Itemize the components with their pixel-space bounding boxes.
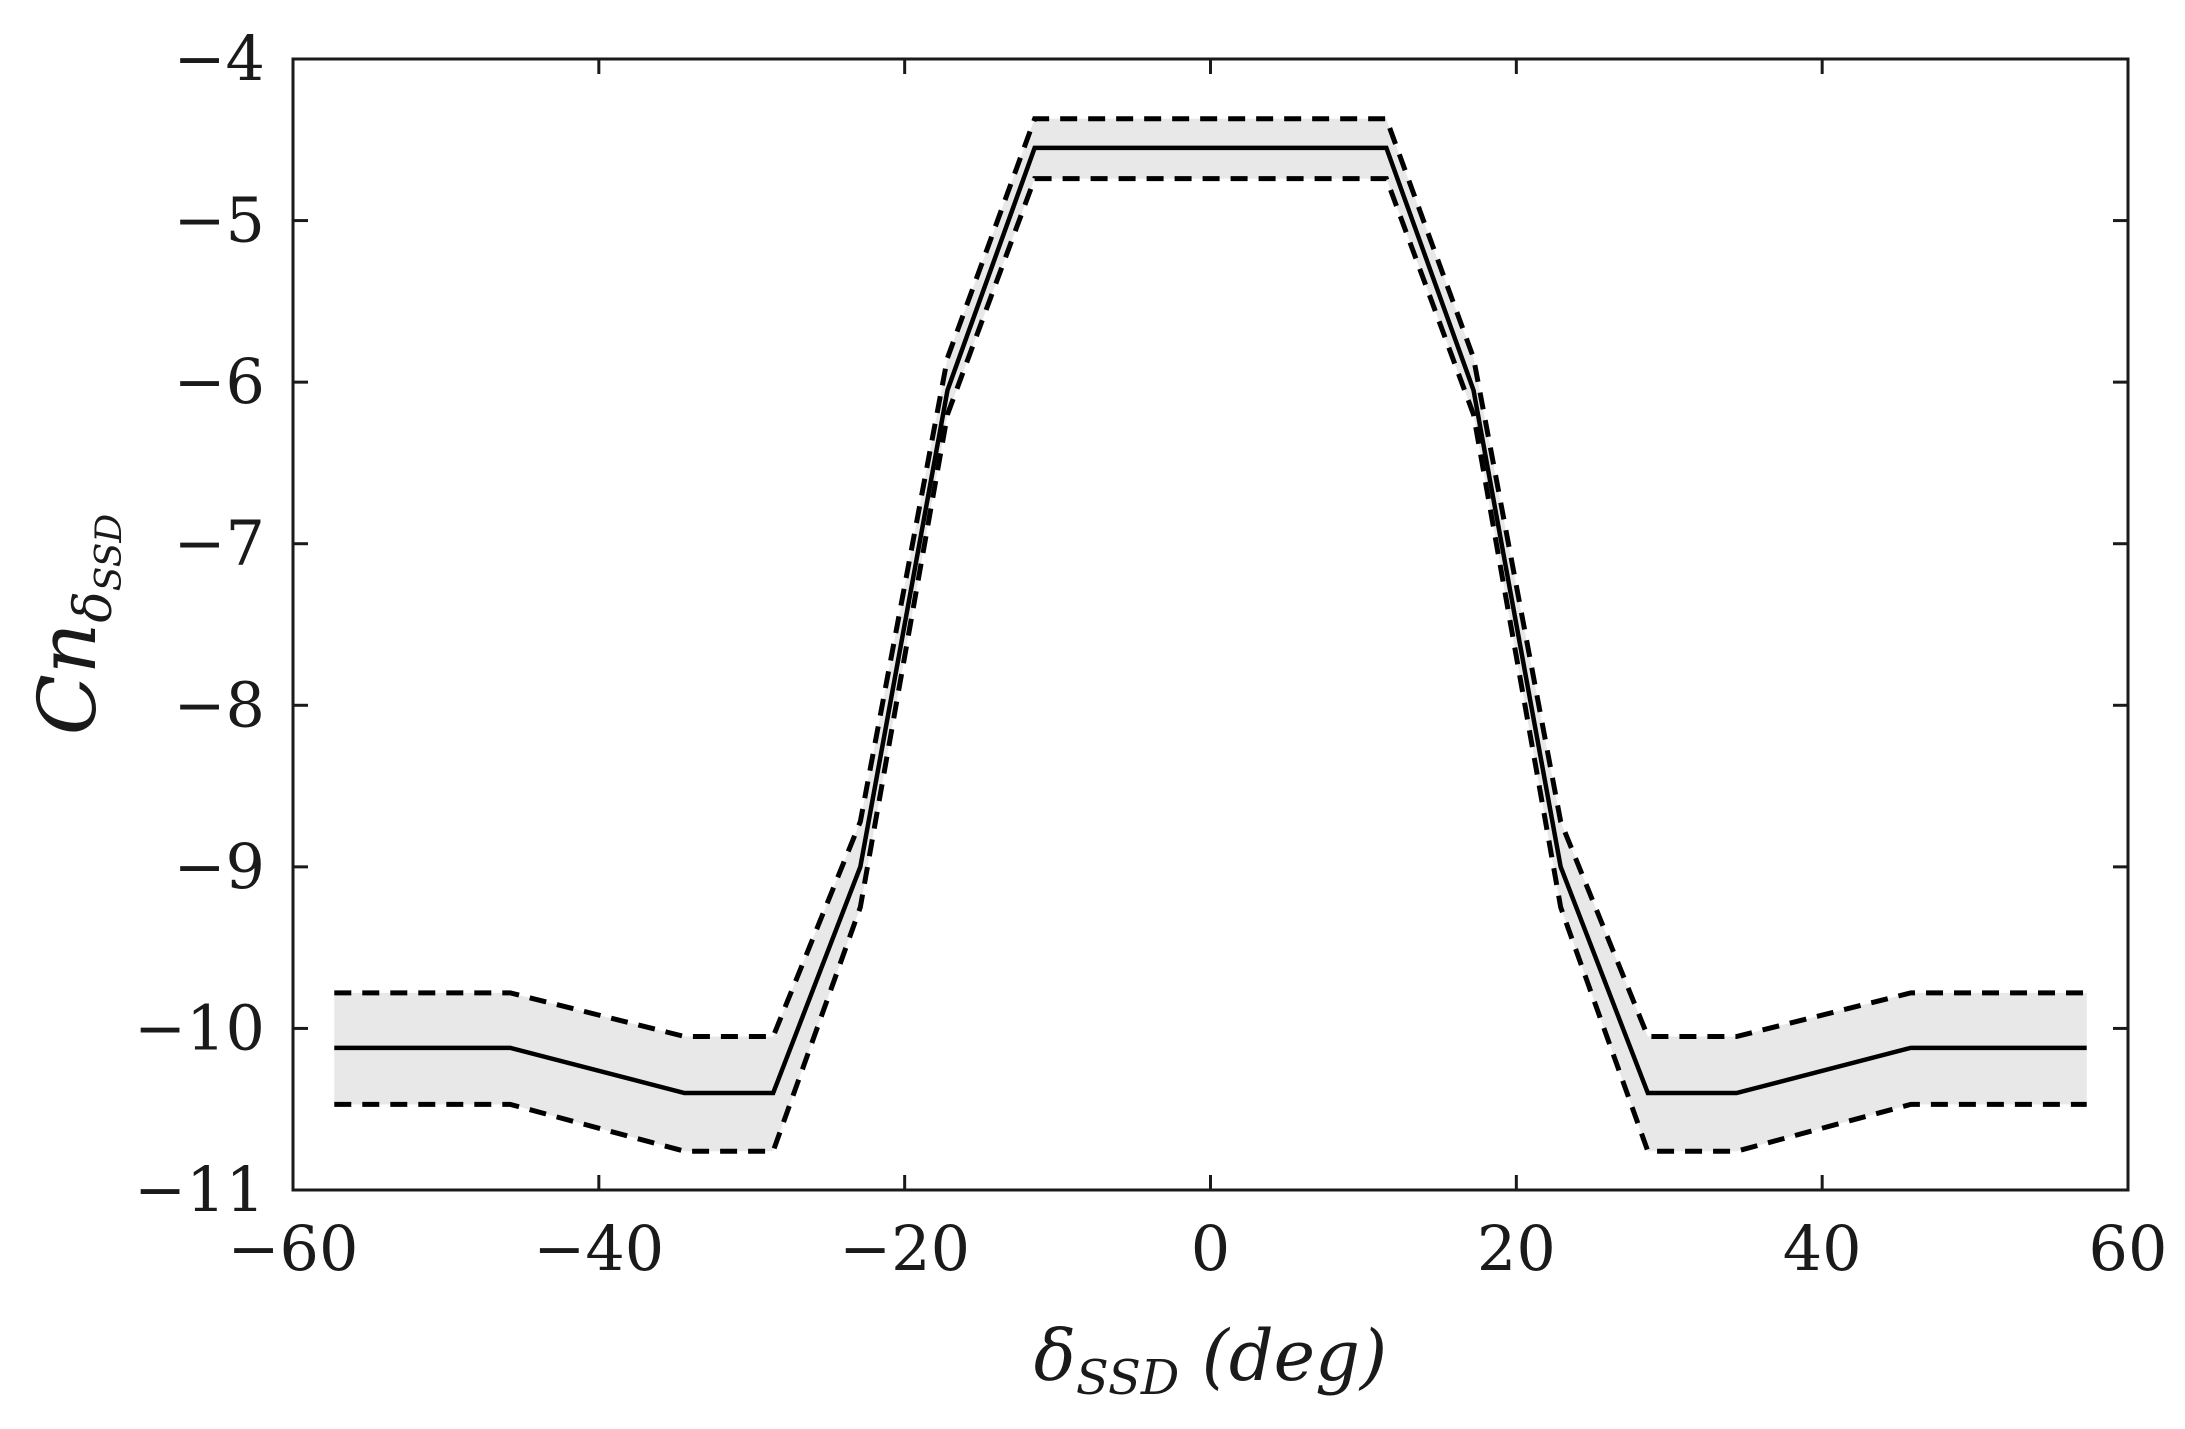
confidence-band-layer <box>334 118 2087 1152</box>
y-axis-label: CnδSSD <box>21 514 130 736</box>
x-tick-label: 60 <box>2089 1212 2168 1285</box>
y-tick-label: −8 <box>174 668 265 741</box>
series-line-upper-bound <box>334 116 2087 1040</box>
x-axis-label-main: δ <box>1034 1315 1076 1397</box>
x-tick-label: 40 <box>1783 1212 1862 1285</box>
x-tick-label: 0 <box>1191 1212 1230 1285</box>
x-tick-label: 20 <box>1477 1212 1556 1285</box>
y-tick-label: −9 <box>174 830 265 903</box>
y-tick-label: −4 <box>174 22 265 95</box>
confidence-band <box>334 118 2087 1152</box>
x-tick-label: −20 <box>839 1212 970 1285</box>
x-tick-label: −40 <box>533 1212 664 1285</box>
y-tick-label: −5 <box>174 184 265 257</box>
x-axis-label-rest: (deg) <box>1179 1315 1387 1397</box>
y-tick-label: −11 <box>134 1153 265 1226</box>
y-axis-label-main: Cn <box>21 623 114 736</box>
x-axis-label: δSSD (deg) <box>1034 1315 1387 1406</box>
tick-layer: −60 −40 −20 0 20 40 60 −4 −5 −6 −7 −8 −9 −10 −11 <box>134 22 2167 1285</box>
y-tick-label: −6 <box>174 345 265 418</box>
y-axis-label-sub: δ <box>64 591 124 622</box>
x-axis-label-sub: SSD <box>1076 1350 1179 1406</box>
series-layer <box>334 116 2087 1154</box>
y-tick-label: −10 <box>134 991 265 1064</box>
x-tick-label: −60 <box>228 1212 359 1285</box>
series-line-mean <box>334 145 2087 1096</box>
series-line-lower-bound <box>334 176 2087 1154</box>
y-tick-label: −7 <box>174 507 265 580</box>
axis-label-layer: δSSD (deg) CnδSSD <box>21 514 1387 1406</box>
y-axis-label-subsub: SSD <box>89 514 130 592</box>
